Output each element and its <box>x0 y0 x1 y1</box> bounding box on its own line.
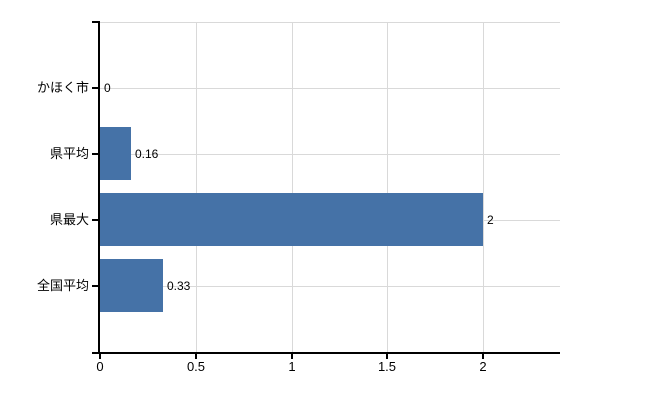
x-gridline <box>292 22 293 352</box>
x-tick-label: 1 <box>288 359 296 374</box>
bar-2 <box>100 127 131 180</box>
y-axis-tick <box>92 219 100 221</box>
x-tick-label: 0.5 <box>186 359 206 374</box>
category-label: かほく市 <box>36 80 89 95</box>
value-label: 2 <box>487 213 494 227</box>
y-axis-tick <box>92 153 100 155</box>
x-tick-label: 0 <box>96 359 104 374</box>
x-axis-tick <box>99 354 101 359</box>
y-gridline <box>100 286 560 287</box>
x-axis-line <box>92 352 560 354</box>
bar-3 <box>100 193 483 246</box>
bar-4 <box>100 259 163 312</box>
value-label: 0.33 <box>167 279 191 293</box>
x-tick-label: 1.5 <box>377 359 397 374</box>
y-axis-tick <box>92 21 100 23</box>
y-gridline <box>100 88 560 89</box>
y-gridline <box>100 154 560 155</box>
x-axis-tick <box>386 354 388 359</box>
category-label: 全国平均 <box>36 278 89 293</box>
x-axis-tick <box>291 354 293 359</box>
x-gridline <box>483 22 484 352</box>
value-label: 0.16 <box>135 147 159 161</box>
x-axis-tick <box>482 354 484 359</box>
y-axis-line <box>98 22 100 354</box>
category-label: 県最大 <box>49 212 89 227</box>
y-axis-tick <box>92 285 100 287</box>
x-gridline <box>196 22 197 352</box>
x-axis-tick <box>195 354 197 359</box>
value-label: 0 <box>104 81 111 95</box>
x-gridline <box>387 22 388 352</box>
y-gridline <box>100 22 560 23</box>
y-axis-tick <box>92 87 100 89</box>
category-label: 県平均 <box>49 146 89 161</box>
x-tick-label: 2 <box>479 359 487 374</box>
